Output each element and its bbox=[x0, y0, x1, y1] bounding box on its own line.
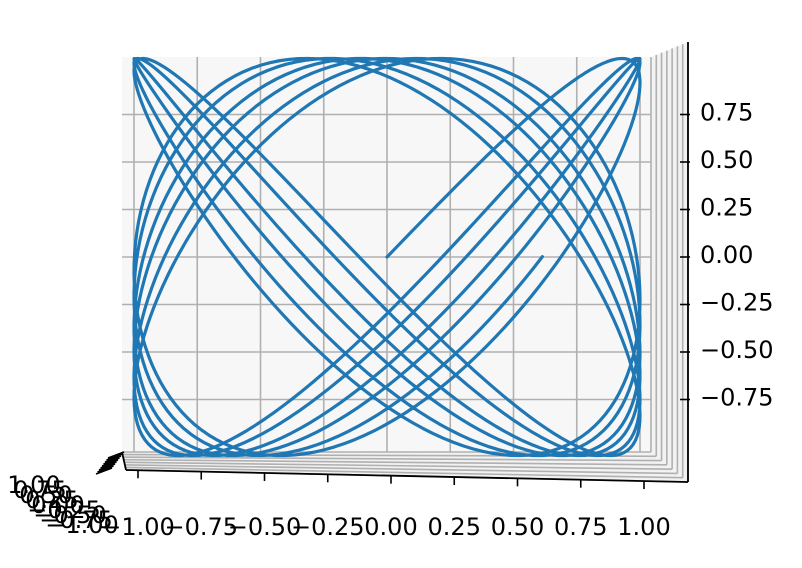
x-tick-label-7: 0.75 bbox=[554, 513, 607, 541]
z-tick-label-1: −0.50 bbox=[700, 336, 774, 364]
z-tick-label-6: 0.75 bbox=[700, 99, 753, 127]
y-tick-label-1: −0.75 bbox=[39, 506, 113, 534]
z-tick-label-2: −0.25 bbox=[700, 289, 774, 317]
grid-line-floor-4 bbox=[124, 461, 673, 470]
x-tick-label-5: 0.25 bbox=[428, 513, 481, 541]
x-tick-labels: −1.00−0.75−0.50−0.25 0.00 0.25 0.50 0.75 1.00 bbox=[101, 513, 670, 541]
x-tick-label-3: −0.25 bbox=[291, 513, 365, 541]
y-tick-label-3: −0.25 bbox=[27, 496, 101, 524]
z-tick-label-0: −0.75 bbox=[700, 384, 774, 412]
x-tick-label-6: 0.50 bbox=[491, 513, 544, 541]
grid-line-floor-3 bbox=[123, 458, 667, 466]
x-tick-label-1: −0.75 bbox=[164, 513, 238, 541]
y-tick-label-8: 1.00 bbox=[7, 471, 60, 499]
x-axis-line bbox=[125, 469, 689, 483]
x-tick-label-0: −1.00 bbox=[101, 513, 175, 541]
y-tick-mark-0 bbox=[107, 451, 125, 459]
y-tick-label-5: 0.25 bbox=[25, 486, 78, 514]
z-tick-label-3: 0.00 bbox=[700, 241, 753, 269]
x-tick-label-8: 1.00 bbox=[617, 513, 670, 541]
series-line bbox=[132, 56, 642, 458]
y-tick-mark-7 bbox=[97, 465, 114, 473]
grid-line-floor-2 bbox=[123, 456, 662, 462]
y-tick-mark-6 bbox=[98, 463, 116, 471]
y-tick-mark-3 bbox=[103, 457, 120, 465]
grid-line-floor-6 bbox=[125, 466, 683, 479]
y-tick-label-7: 0.75 bbox=[13, 476, 66, 504]
z-tick-label-4: 0.25 bbox=[700, 194, 753, 222]
side-pane bbox=[651, 42, 688, 482]
series-layer bbox=[132, 56, 642, 458]
y-tick-labels: −1.00−0.75−0.50−0.250.000.250.500.751.00 bbox=[7, 471, 118, 539]
y-tick-label-2: −0.50 bbox=[33, 501, 107, 529]
y-tick-mark-4 bbox=[101, 459, 119, 467]
y-tick-mark-1 bbox=[106, 453, 123, 461]
y-tick-label-6: 0.50 bbox=[19, 481, 72, 509]
z-tick-labels: −0.75 −0.50 −0.25 0.00 0.25 0.50 0.75 bbox=[700, 99, 774, 412]
y-tick-mark-8 bbox=[95, 467, 113, 475]
y-tick-mark-2 bbox=[104, 455, 122, 463]
y-tick-label-0: −1.00 bbox=[45, 511, 119, 539]
grid-line-floor-5 bbox=[124, 464, 678, 475]
z-tick-label-5: 0.50 bbox=[700, 146, 753, 174]
y-axis-line bbox=[121, 451, 127, 471]
y-tick-label-4: 0.00 bbox=[31, 491, 84, 519]
x-tick-label-2: −0.50 bbox=[228, 513, 302, 541]
y-tick-mark-5 bbox=[100, 461, 117, 469]
x-tick-label-4: 0.00 bbox=[364, 513, 417, 541]
axes bbox=[95, 42, 690, 490]
